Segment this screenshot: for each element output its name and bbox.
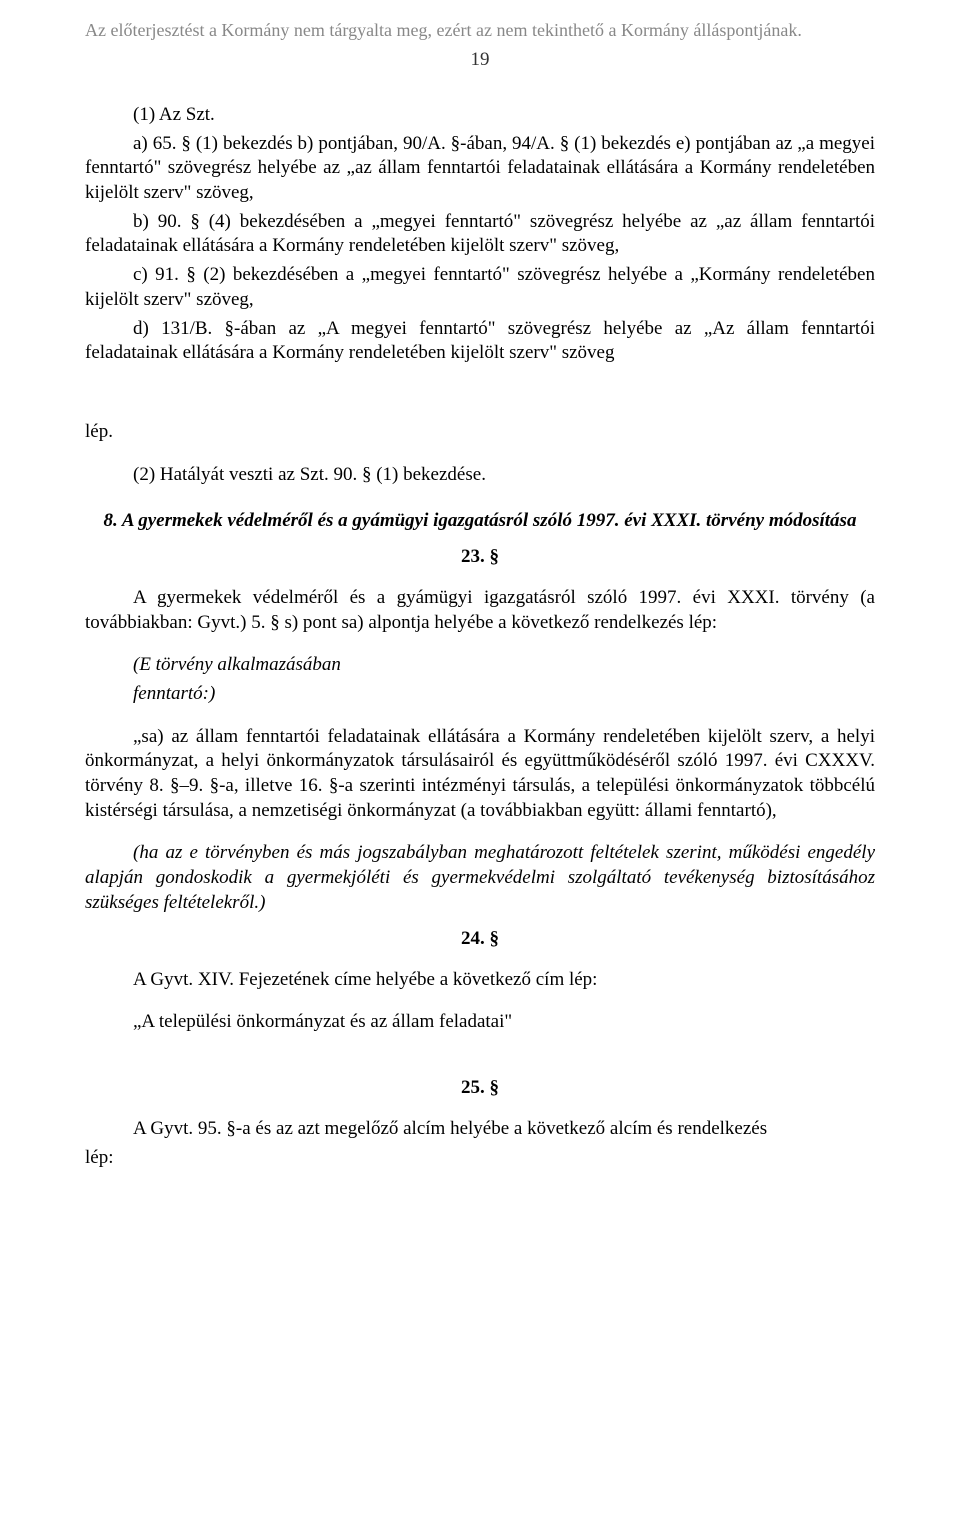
section-number-25: 25. § [85, 1077, 875, 1099]
para-1-line-5: d) 131/B. §-ában az „A megyei fenntartó"… [85, 317, 875, 366]
section-8-p1: A gyermekek védelméről és a gyámügyi iga… [85, 586, 875, 635]
section-number-23: 23. § [85, 546, 875, 568]
section-8-p6: „A települési önkormányzat és az állam f… [85, 1010, 875, 1035]
section-8-p5: A Gyvt. XIV. Fejezetének címe helyébe a … [85, 968, 875, 993]
para-1-line-4: c) 91. § (2) bekezdésében a „megyei fenn… [85, 263, 875, 312]
header-disclaimer: Az előterjesztést a Kormány nem tárgyalt… [85, 20, 875, 41]
para-1-line-1: (1) Az Szt. [85, 103, 875, 128]
page-number: 19 [85, 49, 875, 71]
para-hatalyat: (2) Hatályát veszti az Szt. 90. § (1) be… [85, 463, 875, 488]
section-8-p2b: fenntartó:) [85, 682, 875, 707]
section-8-p7b: lép: [85, 1146, 875, 1171]
para-1-line-2: a) 65. § (1) bekezdés b) pontjában, 90/A… [85, 132, 875, 206]
para-1-line-3: b) 90. § (4) bekezdésében a „megyei fenn… [85, 210, 875, 259]
section-8-p4: (ha az e törvényben és más jogszabályban… [85, 841, 875, 915]
section-8-p3: „sa) az állam fenntartói feladatainak el… [85, 725, 875, 824]
paragraph-block-1: (1) Az Szt. a) 65. § (1) bekezdés b) pon… [85, 103, 875, 366]
section-number-24: 24. § [85, 928, 875, 950]
document-page: Az előterjesztést a Kormány nem tárgyalt… [0, 0, 960, 1525]
section-8-p2a: (E törvény alkalmazásában [85, 653, 875, 678]
section-8-p7a: A Gyvt. 95. §-a és az azt megelőző alcím… [85, 1117, 875, 1142]
section-8-title: 8. A gyermekek védelméről és a gyámügyi … [85, 509, 875, 534]
para-lep: lép. [85, 420, 875, 445]
